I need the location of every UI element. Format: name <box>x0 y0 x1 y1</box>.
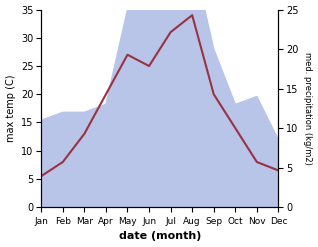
Y-axis label: max temp (C): max temp (C) <box>5 75 16 142</box>
Y-axis label: med. precipitation (kg/m2): med. precipitation (kg/m2) <box>303 52 313 165</box>
X-axis label: date (month): date (month) <box>119 231 201 242</box>
